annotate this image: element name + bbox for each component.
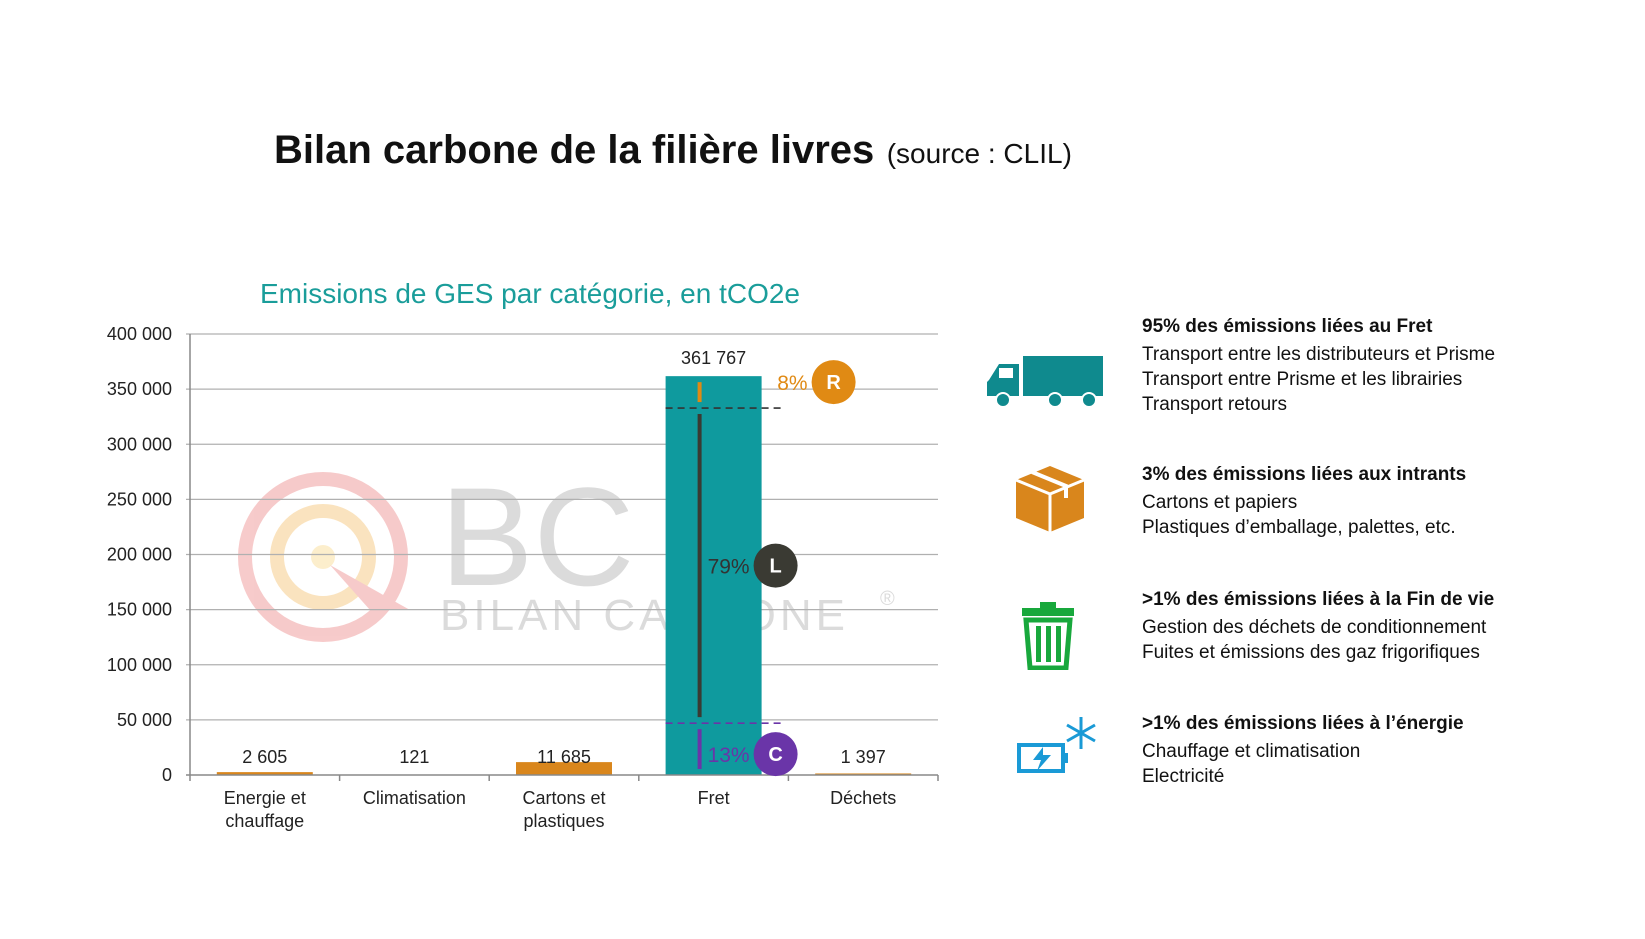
legend-line: Transport entre les distributeurs et Pri… bbox=[1142, 344, 1496, 365]
box-icon bbox=[1010, 460, 1090, 539]
y-tick-label: 250 000 bbox=[107, 489, 172, 509]
watermark: BC BILAN CARBONE ® bbox=[238, 458, 895, 642]
legend-heading: 3% des émissions liées aux intrants bbox=[1142, 464, 1467, 485]
fret-percent-label: 13% bbox=[708, 744, 750, 767]
fret-badge bbox=[753, 543, 798, 588]
bar bbox=[665, 376, 762, 775]
legend-item: >1% des émissions liées à l’énergie Chauf… bbox=[1142, 713, 1464, 789]
data-labels: 2 605 121 11 685 361 767 1 397 bbox=[242, 348, 885, 767]
fret-badge bbox=[753, 732, 798, 777]
grid-lines bbox=[186, 333, 938, 721]
y-axis-ticks: 0 50 000 100 000 150 000 200 000 250 000 300 0… bbox=[107, 324, 172, 785]
y-tick-label: 400 000 bbox=[107, 324, 172, 344]
x-tick-label: Energie et bbox=[224, 788, 306, 808]
fret-badge bbox=[811, 360, 856, 405]
data-label: 11 685 bbox=[537, 747, 591, 767]
data-label: 121 bbox=[399, 747, 429, 767]
bar bbox=[216, 772, 313, 775]
energy-snowflake-icon bbox=[1015, 715, 1101, 784]
y-tick-label: 100 000 bbox=[107, 655, 172, 675]
emissions-bar-chart: BC BILAN CARBONE ® Emissions de GES par … bbox=[107, 278, 939, 831]
watermark-arrow bbox=[330, 565, 410, 610]
y-tick-label: 200 000 bbox=[107, 545, 172, 565]
fret-breakdown: 8% R 79% L 13% C bbox=[665, 360, 856, 777]
y-tick-label: 300 000 bbox=[107, 434, 172, 454]
truck-icon bbox=[985, 352, 1105, 417]
legend-heading: 95% des émissions liées au Fret bbox=[1142, 316, 1433, 337]
legend-line: Transport entre Prisme et les librairies bbox=[1142, 369, 1463, 390]
legend-item: >1% des émissions liées à la Fin de vie G… bbox=[1142, 589, 1494, 665]
bars bbox=[216, 376, 912, 775]
legend-line: Electricité bbox=[1142, 766, 1225, 787]
data-label: 1 397 bbox=[841, 747, 886, 767]
legend-item: 95% des émissions liées au Fret Transport… bbox=[1142, 316, 1495, 417]
x-tick-label: Cartons et bbox=[522, 788, 605, 808]
x-axis-labels: Energie et chauffage Climatisation Cartons … bbox=[224, 788, 896, 831]
legend-line: Fuites et émissions des gaz frigorifique… bbox=[1142, 642, 1480, 663]
watermark-registered-mark: ® bbox=[880, 588, 895, 610]
watermark-ring-inner bbox=[270, 504, 376, 610]
legend-line: Cartons et papiers bbox=[1142, 492, 1298, 513]
legend-heading: >1% des émissions liées à la Fin de vie bbox=[1142, 589, 1495, 610]
legend-line: Chauffage et climatisation bbox=[1142, 741, 1361, 762]
x-tick-label: chauffage bbox=[225, 811, 304, 831]
watermark-small-text: BILAN CARBONE bbox=[440, 591, 849, 640]
watermark-big-text: BC bbox=[440, 458, 634, 615]
fret-badge-letter: R bbox=[826, 372, 841, 394]
fret-percent-label: 8% bbox=[777, 372, 807, 395]
watermark-ring-core bbox=[311, 545, 335, 569]
fret-badge-letter: L bbox=[769, 556, 781, 578]
data-label: 361 767 bbox=[681, 348, 746, 368]
legend-line: Gestion des déchets de conditionnement bbox=[1142, 617, 1487, 638]
page-title-main: Bilan carbone de la filière livres bbox=[274, 128, 875, 172]
chart-title: Emissions de GES par catégorie, en tCO2e bbox=[260, 278, 800, 309]
trash-icon bbox=[1018, 600, 1078, 675]
fret-badge-letter: C bbox=[768, 744, 782, 766]
x-tick-label: Fret bbox=[698, 788, 730, 808]
bar bbox=[815, 773, 912, 775]
fret-percent-label: 79% bbox=[708, 556, 750, 579]
legend-line: Plastiques d’emballage, palettes, etc. bbox=[1142, 517, 1456, 538]
x-tick-label: plastiques bbox=[523, 811, 604, 831]
data-label: 2 605 bbox=[242, 747, 287, 767]
x-tick-label: Déchets bbox=[830, 788, 896, 808]
y-tick-label: 50 000 bbox=[117, 710, 172, 730]
watermark-ring-outer bbox=[238, 472, 408, 642]
legend-heading: >1% des émissions liées à l’énergie bbox=[1142, 713, 1464, 734]
page-title: Bilan carbone de la filière livres (sour… bbox=[274, 128, 1072, 173]
x-tick-label: Climatisation bbox=[363, 788, 466, 808]
x-axis bbox=[186, 334, 939, 781]
page-title-source: (source : CLIL) bbox=[886, 138, 1072, 169]
y-tick-label: 150 000 bbox=[107, 600, 172, 620]
y-tick-label: 0 bbox=[162, 765, 172, 785]
legend-item: 3% des émissions liées aux intrants Carto… bbox=[1142, 464, 1466, 540]
bar bbox=[516, 762, 612, 775]
legend-line: Transport retours bbox=[1142, 394, 1288, 415]
y-tick-label: 350 000 bbox=[107, 379, 172, 399]
